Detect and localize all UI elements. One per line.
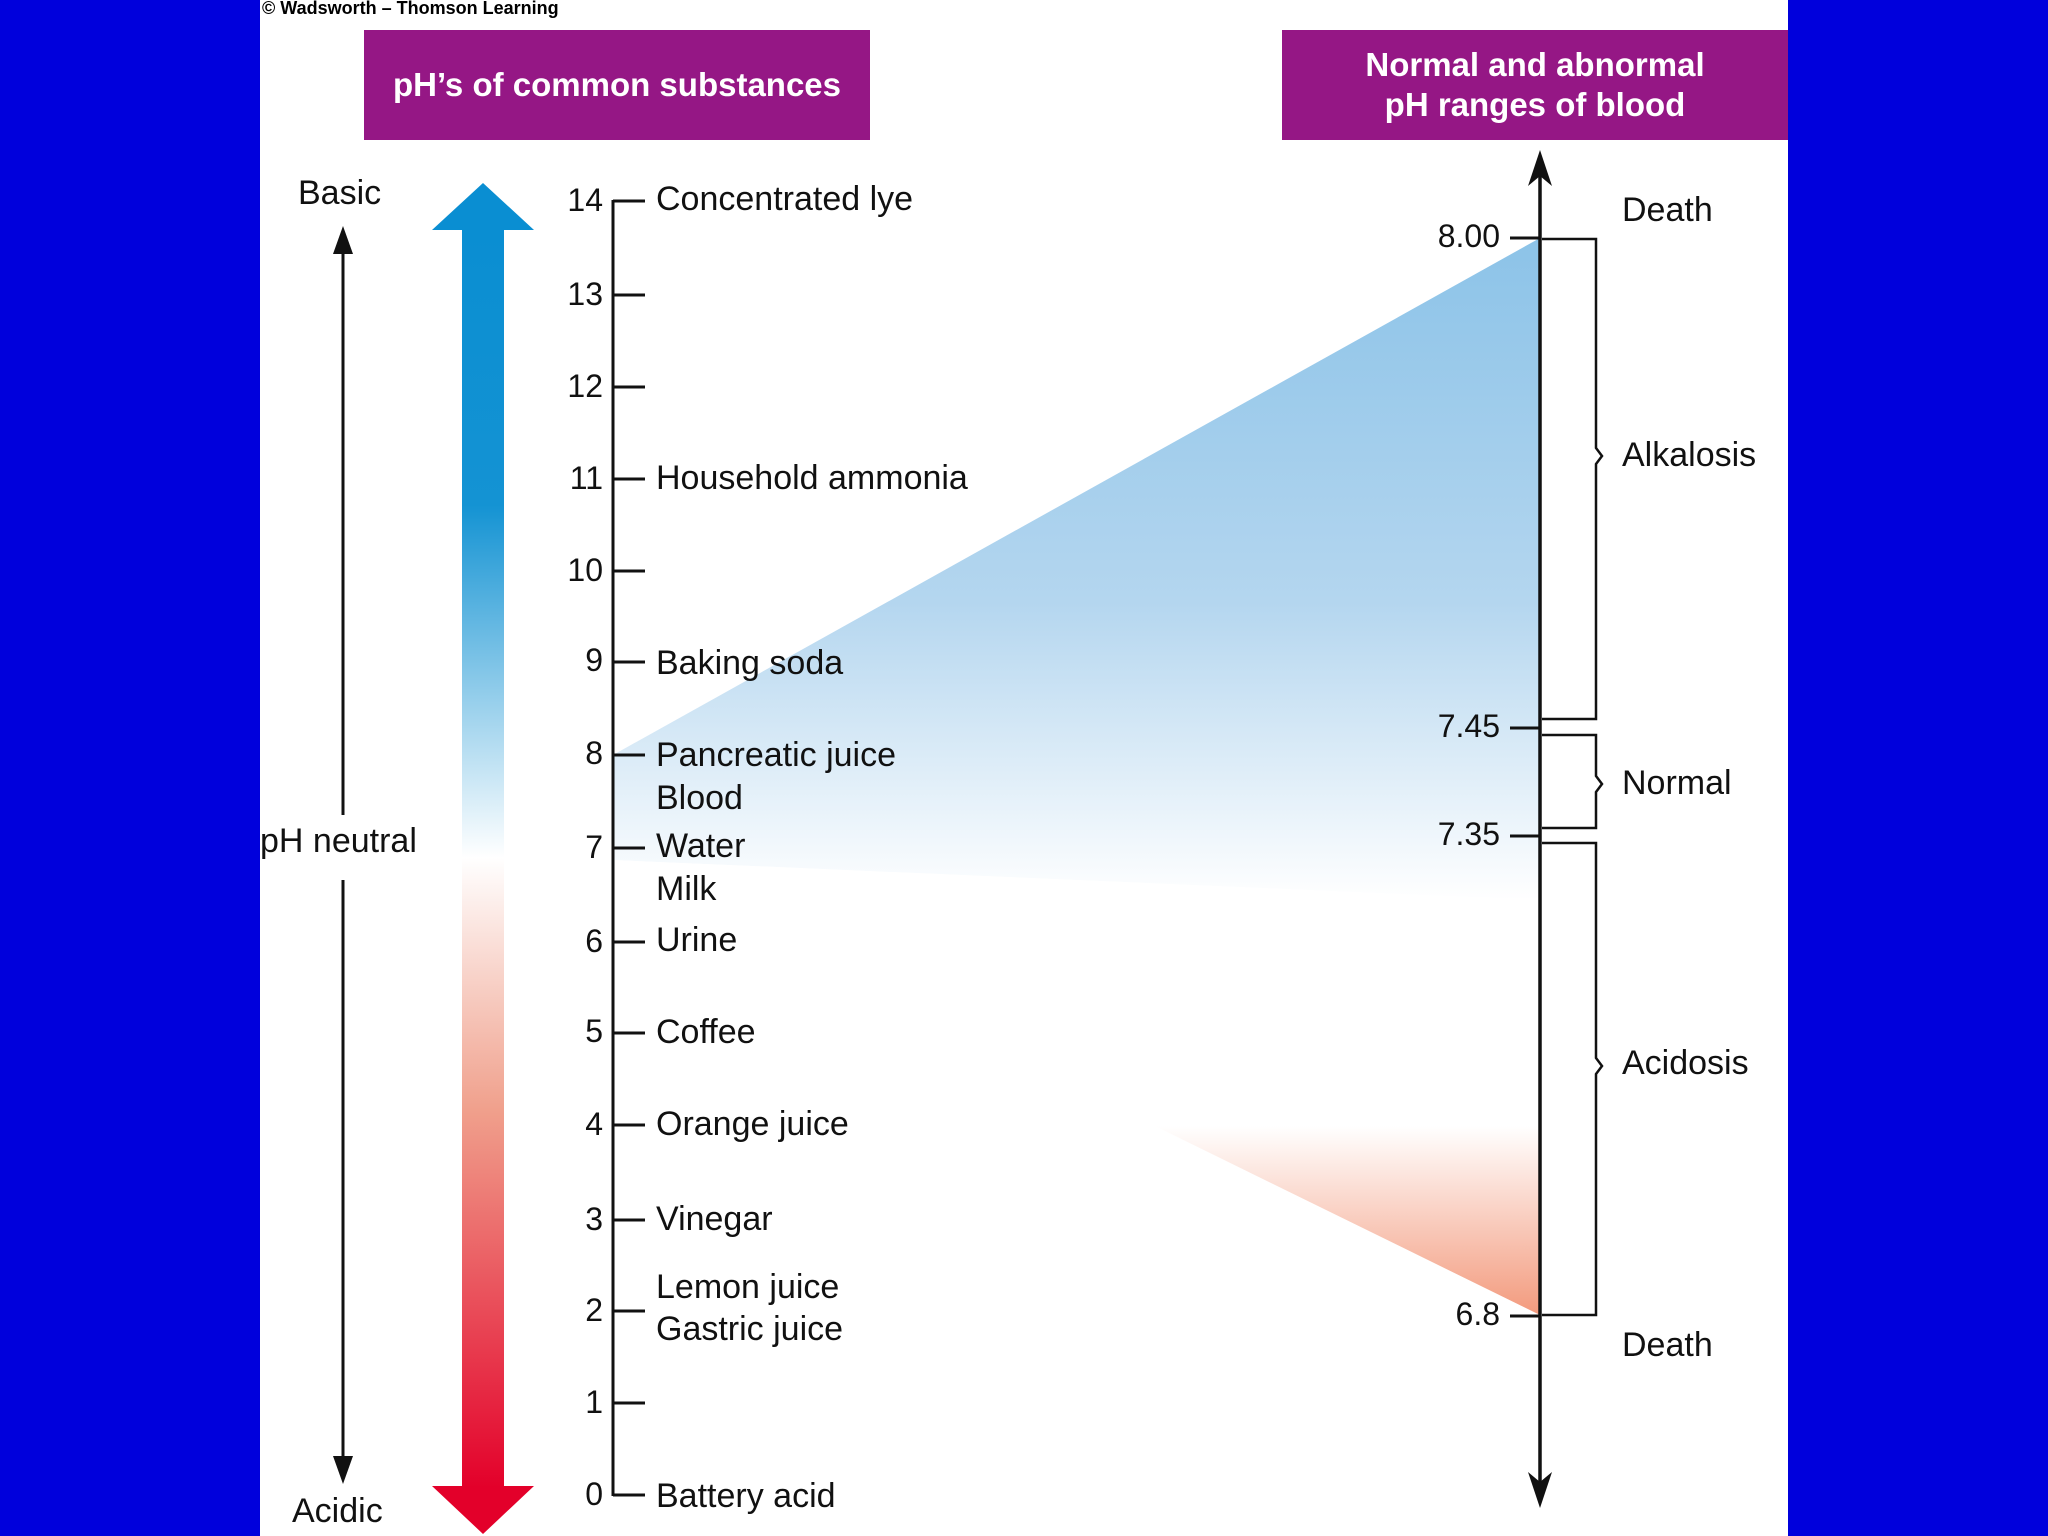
substance-milk: Milk bbox=[656, 870, 717, 908]
blood-value-7-45: 7.45 bbox=[1437, 708, 1500, 744]
copyright-notice: © Wadsworth – Thomson Learning bbox=[262, 0, 559, 18]
tick-1: 1 bbox=[585, 1384, 603, 1420]
tick-7: 7 bbox=[585, 829, 603, 865]
tick-0: 0 bbox=[585, 1476, 603, 1512]
substance-water: Water bbox=[656, 827, 746, 865]
right-header-line1: Normal and abnormal bbox=[1365, 46, 1705, 83]
basic-label: Basic bbox=[298, 174, 382, 212]
tick-9: 9 bbox=[585, 642, 603, 678]
blood-value-7-35: 7.35 bbox=[1437, 816, 1500, 852]
range-death-bottom: Death bbox=[1622, 1326, 1713, 1364]
range-brackets bbox=[1542, 237, 1604, 1317]
right-header-line2: pH ranges of blood bbox=[1384, 86, 1686, 123]
substance-blood: Blood bbox=[656, 779, 743, 817]
substance-urine: Urine bbox=[656, 921, 738, 959]
blood-value-8-00: 8.00 bbox=[1437, 218, 1500, 254]
blood-ph-ticks bbox=[1510, 236, 1540, 1318]
blood-ph-axis bbox=[1528, 150, 1552, 1508]
substance-concentrated-lye: Concentrated lye bbox=[656, 180, 914, 218]
tick-11: 11 bbox=[569, 460, 603, 496]
tick-5: 5 bbox=[585, 1013, 603, 1049]
left-header: pH’s of common substances bbox=[364, 30, 870, 140]
left-header-text: pH’s of common substances bbox=[392, 66, 842, 103]
tick-8: 8 bbox=[585, 735, 603, 771]
range-acidosis: Acidosis bbox=[1622, 1044, 1749, 1082]
substance-vinegar: Vinegar bbox=[656, 1200, 773, 1238]
acidic-wedge bbox=[613, 860, 1540, 1315]
acidosis-bracket bbox=[1542, 841, 1604, 1317]
tick-3: 3 bbox=[585, 1201, 603, 1237]
alkaline-wedge bbox=[613, 238, 1540, 900]
basic-acidic-arrow bbox=[333, 226, 353, 1484]
neutral-label: pH neutral bbox=[260, 822, 417, 860]
diagram-panel: © Wadsworth – Thomson Learning pH’s of c… bbox=[260, 0, 1788, 1536]
substance-baking-soda: Baking soda bbox=[656, 644, 844, 682]
tick-14: 14 bbox=[567, 182, 603, 218]
substance-household-ammonia: Household ammonia bbox=[656, 459, 968, 497]
substance-coffee: Coffee bbox=[656, 1013, 756, 1051]
tick-4: 4 bbox=[585, 1106, 603, 1142]
right-header: Normal and abnormal pH ranges of blood bbox=[1282, 30, 1788, 140]
ph-gradient-arrow bbox=[432, 183, 534, 1534]
normal-bracket bbox=[1542, 733, 1604, 830]
ph-scale-axis bbox=[611, 199, 645, 1497]
tick-12: 12 bbox=[567, 368, 603, 404]
range-alkalosis: Alkalosis bbox=[1622, 436, 1757, 474]
substance-gastric-juice: Gastric juice bbox=[656, 1310, 844, 1348]
acidic-label: Acidic bbox=[292, 1492, 383, 1530]
tick-2: 2 bbox=[585, 1292, 603, 1328]
blood-value-6-8: 6.8 bbox=[1455, 1296, 1500, 1332]
range-death-top: Death bbox=[1622, 191, 1713, 229]
alkalosis-bracket bbox=[1542, 237, 1604, 721]
range-normal: Normal bbox=[1622, 764, 1732, 802]
tick-13: 13 bbox=[567, 276, 603, 312]
substance-lemon-juice: Lemon juice bbox=[656, 1268, 840, 1306]
tick-6: 6 bbox=[585, 923, 603, 959]
tick-10: 10 bbox=[567, 552, 603, 588]
substance-battery-acid: Battery acid bbox=[656, 1477, 836, 1515]
diagram-graphics bbox=[333, 150, 1604, 1534]
substance-orange-juice: Orange juice bbox=[656, 1105, 849, 1143]
substance-pancreatic-juice: Pancreatic juice bbox=[656, 736, 897, 774]
